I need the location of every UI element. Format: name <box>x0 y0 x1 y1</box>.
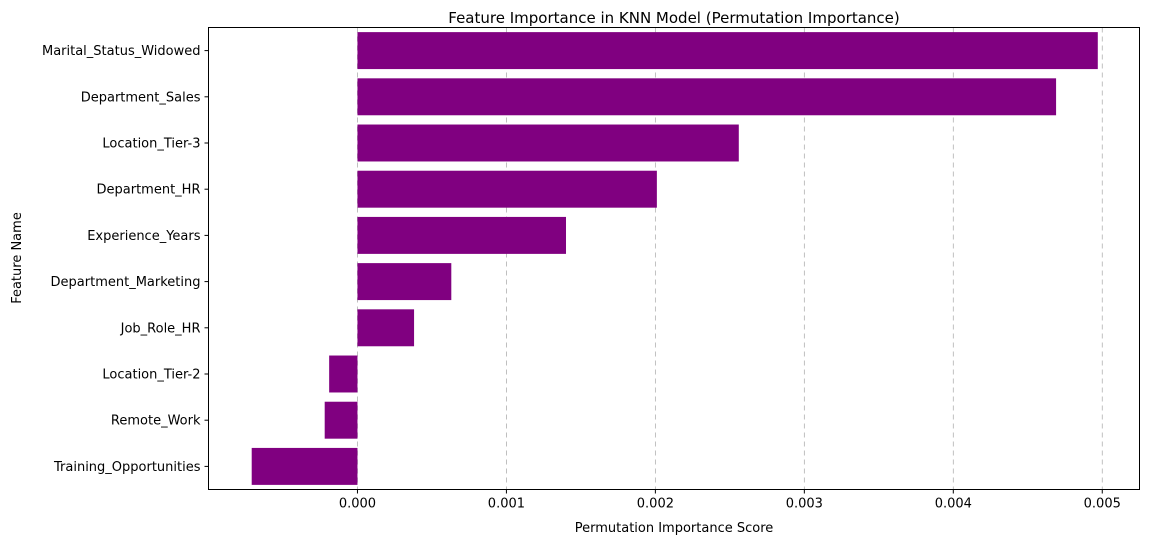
y-tick-label: Location_Tier-3 <box>102 137 200 152</box>
bar-training-opportunities <box>251 447 358 485</box>
bar-location-tier-2 <box>329 355 358 393</box>
chart-title: Feature Importance in KNN Model (Permuta… <box>448 9 899 27</box>
bar-department-sales <box>357 78 1057 116</box>
x-tick-label: 0.005 <box>1084 497 1121 512</box>
x-axis-ticks: 0.000 0.001 0.002 0.003 0.004 0.005 <box>339 489 1121 512</box>
bar-marital-status-widowed <box>357 32 1098 70</box>
y-tick-label: Marital_Status_Widowed <box>42 44 201 59</box>
x-tick-label: 0.000 <box>339 497 376 512</box>
y-tick-label: Department_HR <box>97 183 201 198</box>
y-tick-label: Job_Role_HR <box>120 321 201 336</box>
y-tick-label: Remote_Work <box>111 414 201 429</box>
x-tick-label: 0.002 <box>637 497 674 512</box>
x-tick-label: 0.003 <box>786 497 823 512</box>
x-axis-label: Permutation Importance Score <box>575 521 774 536</box>
x-tick-label: 0.001 <box>488 497 525 512</box>
y-tick-label: Department_Sales <box>81 90 201 105</box>
y-tick-label: Training_Opportunities <box>53 460 201 475</box>
plot-frame <box>208 27 1140 490</box>
y-axis-label: Feature Name <box>10 212 25 304</box>
y-tick-label: Department_Marketing <box>51 275 201 290</box>
y-axis-ticks: Marital_Status_Widowed Department_Sales Lo… <box>42 44 209 475</box>
bar-remote-work <box>324 401 358 439</box>
bar-location-tier-3 <box>357 124 739 162</box>
bar-department-hr <box>357 170 657 208</box>
bars <box>251 32 1098 485</box>
x-tick-label: 0.004 <box>935 497 972 512</box>
y-tick-label: Experience_Years <box>87 229 201 244</box>
bar-department-marketing <box>357 263 452 301</box>
bar-job-role-hr <box>357 309 415 347</box>
bar-experience-years <box>357 216 567 254</box>
y-tick-label: Location_Tier-2 <box>102 368 200 383</box>
